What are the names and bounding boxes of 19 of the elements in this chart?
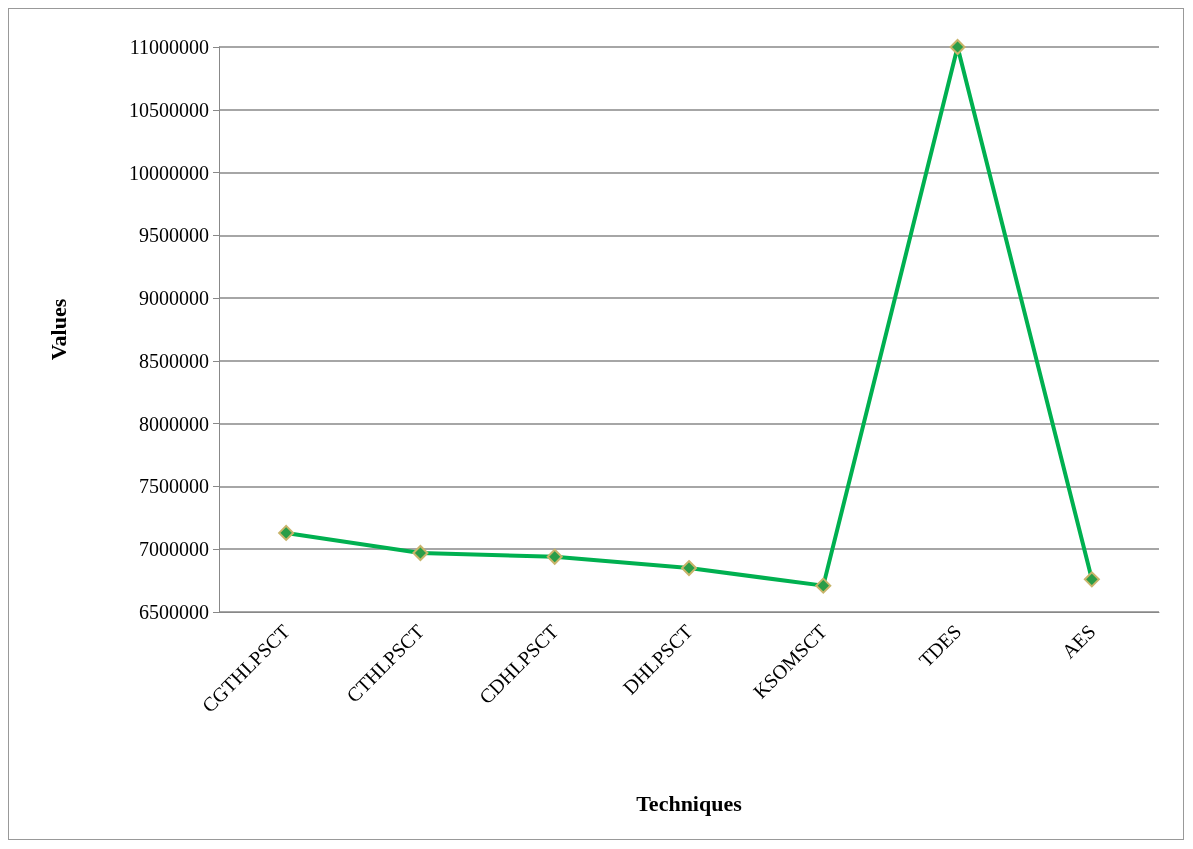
- point: [278, 524, 295, 541]
- point: [412, 544, 429, 561]
- y-tick-label: 6500000: [139, 601, 209, 623]
- y-axis-title: Values: [45, 298, 71, 361]
- point: [949, 39, 966, 55]
- point: [681, 560, 697, 577]
- y-tick-label: 8000000: [139, 412, 209, 435]
- y-tick-label: 9000000: [139, 287, 209, 310]
- y-tick-label: 10500000: [129, 98, 209, 121]
- y-tick-label: 7000000: [139, 538, 209, 561]
- y-tick-label: 10000000: [129, 161, 209, 184]
- y-tick-label: 8500000: [139, 349, 209, 372]
- y-tick-label: 11000000: [129, 36, 209, 58]
- y-tick-label: 9500000: [139, 224, 209, 247]
- point: [1083, 571, 1100, 588]
- y-tick-label: 7500000: [139, 475, 209, 498]
- point: [815, 577, 832, 594]
- x-axis-title: Techniques: [636, 790, 743, 816]
- point: [546, 548, 563, 565]
